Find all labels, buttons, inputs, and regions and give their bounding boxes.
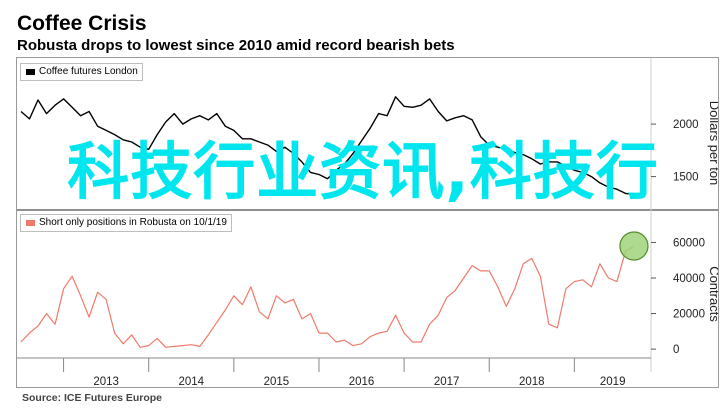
x-tick-label: 2017 — [434, 376, 460, 387]
series-line-positions — [20, 245, 635, 348]
y-tick-label: 2000 — [673, 119, 699, 131]
y-tick-label: 60000 — [673, 237, 705, 249]
x-tick-label: 2014 — [178, 376, 204, 387]
legend-price: Coffee futures London — [20, 63, 143, 81]
series-line-price — [20, 96, 635, 196]
x-tick-label: 2015 — [264, 376, 290, 387]
x-tick-label: 2018 — [519, 376, 545, 387]
chart-subtitle: Robusta drops to lowest since 2010 amid … — [17, 37, 455, 54]
chart-frame: 1500 2000 Dollars per ton 0 20000 40000 60000 C… — [16, 57, 722, 388]
y-axis-label-price: Dollars per ton — [707, 101, 718, 186]
x-tick-label: 2016 — [349, 376, 375, 387]
y-axis-label-positions: Contracts — [707, 266, 718, 322]
chart-title: Coffee Crisis — [17, 12, 147, 35]
legend-positions: Short only positions in Robusta on 10/1/… — [20, 214, 232, 232]
y-tick-label: 40000 — [673, 273, 705, 285]
highlight-circle — [619, 231, 649, 261]
y-tick-label: 20000 — [673, 309, 705, 321]
legend-swatch-positions — [26, 220, 35, 226]
legend-label-positions: Short only positions in Robusta on 10/1/… — [39, 217, 227, 228]
legend-label-price: Coffee futures London — [39, 66, 138, 77]
y-tick-label: 1500 — [673, 172, 699, 184]
y-tick-label: 0 — [673, 344, 679, 356]
x-tick-label: 2013 — [93, 376, 119, 387]
x-tick-label: 2019 — [600, 376, 626, 387]
source-note: Source: ICE Futures Europe — [22, 392, 163, 404]
legend-swatch-price — [26, 69, 35, 75]
